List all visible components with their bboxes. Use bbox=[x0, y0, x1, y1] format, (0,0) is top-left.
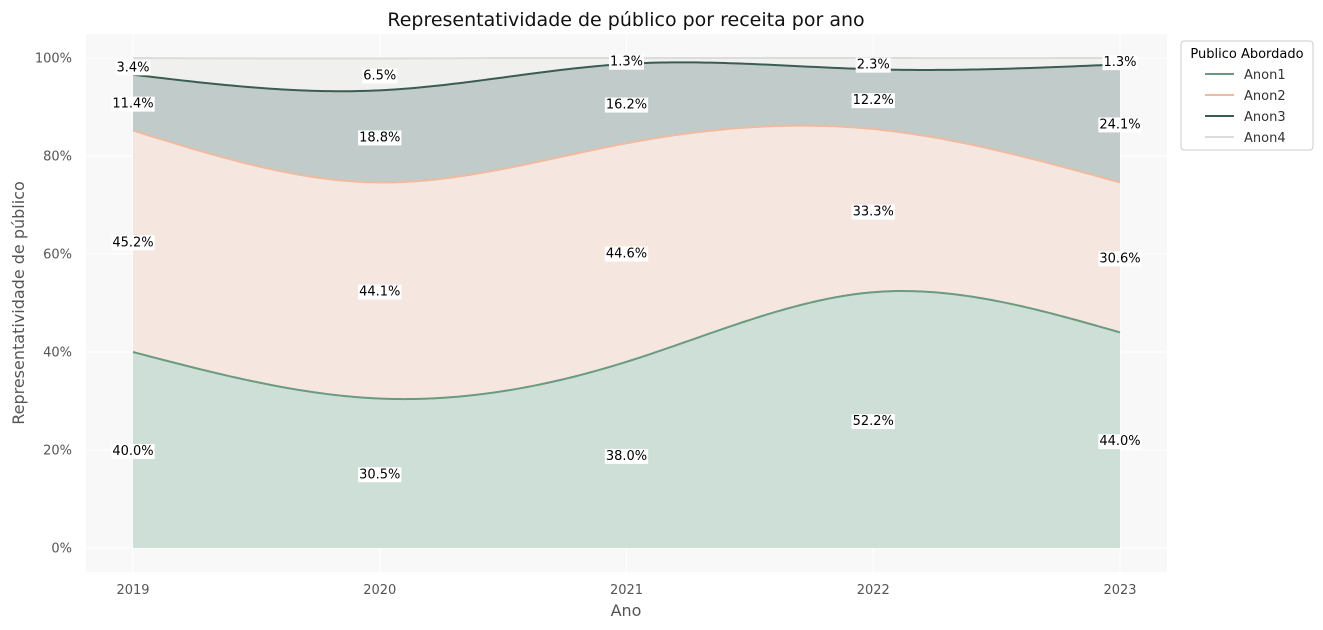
x-tick-label: 2019 bbox=[116, 583, 149, 598]
area-fills bbox=[133, 58, 1120, 548]
y-axis-ticks: 0% 20% 40% 60% 80% 100% bbox=[35, 52, 72, 557]
data-label-anon4: 6.5% bbox=[362, 68, 398, 84]
data-label-text: 30.5% bbox=[359, 467, 400, 482]
y-tick-label: 0% bbox=[51, 542, 72, 557]
data-label-anon4: 2.3% bbox=[855, 57, 891, 73]
data-label-text: 18.8% bbox=[359, 130, 400, 145]
data-label-bg bbox=[111, 96, 155, 112]
data-label-bg bbox=[111, 235, 155, 251]
data-label-anon2: 44.1% bbox=[358, 284, 402, 300]
legend-item-anon3: Anon3 bbox=[1205, 110, 1286, 125]
area-anon3 bbox=[133, 62, 1120, 183]
data-label-bg bbox=[1098, 251, 1142, 267]
y-axis-label: Representatividade de público bbox=[9, 181, 28, 425]
data-label-anon3: 24.1% bbox=[1098, 117, 1142, 133]
data-label-anon2: 45.2% bbox=[111, 235, 155, 251]
data-label-anon3: 16.2% bbox=[604, 97, 649, 113]
data-label-bg bbox=[111, 444, 155, 459]
data-label-anon3: 18.8% bbox=[358, 130, 402, 146]
data-label-bg bbox=[1098, 434, 1142, 450]
line-anon1 bbox=[132, 290, 1121, 401]
x-tick-label: 2022 bbox=[857, 583, 890, 598]
legend-item-anon1: Anon1 bbox=[1205, 68, 1286, 83]
data-label-bg bbox=[851, 204, 895, 220]
data-label-anon2: 30.6% bbox=[1098, 251, 1142, 267]
y-tick-label: 40% bbox=[43, 346, 72, 361]
area-anon2 bbox=[133, 125, 1120, 400]
line-anon2 bbox=[132, 124, 1121, 184]
data-label-bg bbox=[851, 93, 895, 109]
data-label-text: 11.4% bbox=[112, 97, 153, 112]
data-label-bg bbox=[358, 130, 402, 146]
data-label-text: 1.3% bbox=[1103, 55, 1136, 70]
chart-title: Representatividade de público por receit… bbox=[387, 9, 864, 31]
data-label-text: 45.2% bbox=[112, 235, 153, 250]
data-label-anon2: 33.3% bbox=[851, 204, 895, 220]
data-label-bg bbox=[1102, 55, 1138, 71]
data-label-anon2: 44.6% bbox=[604, 246, 649, 262]
data-label-text: 38.0% bbox=[606, 449, 647, 464]
legend-item-anon2: Anon2 bbox=[1205, 89, 1286, 104]
data-label-text: 6.5% bbox=[363, 68, 396, 83]
data-labels: 40.0% 30.5% 38.0% 52.2% 44.0% 45.2% 44.1% 44.6%… bbox=[111, 54, 1142, 483]
area-anon1 bbox=[133, 291, 1120, 548]
data-label-anon4: 1.3% bbox=[608, 54, 645, 70]
x-axis-label: Ano bbox=[611, 601, 642, 620]
data-label-anon1: 40.0% bbox=[111, 444, 155, 459]
data-label-bg bbox=[608, 54, 645, 70]
data-label-text: 2.3% bbox=[857, 58, 890, 73]
x-tick-label: 2023 bbox=[1103, 583, 1136, 598]
data-label-text: 3.4% bbox=[116, 60, 149, 75]
legend-item-anon4: Anon4 bbox=[1205, 131, 1286, 146]
data-label-bg bbox=[115, 60, 151, 76]
data-label-anon3: 12.2% bbox=[851, 93, 895, 109]
legend-label: Anon2 bbox=[1244, 89, 1286, 104]
legend-box bbox=[1180, 40, 1314, 151]
data-label-bg bbox=[851, 414, 895, 430]
data-label-anon4: 1.3% bbox=[1102, 55, 1138, 71]
data-label-text: 44.0% bbox=[1099, 434, 1140, 449]
data-label-text: 12.2% bbox=[853, 93, 894, 108]
data-label-anon1: 44.0% bbox=[1098, 434, 1142, 450]
data-label-text: 52.2% bbox=[853, 414, 894, 429]
data-label-text: 33.3% bbox=[853, 205, 894, 220]
y-tick-label: 80% bbox=[43, 150, 72, 165]
x-tick-label: 2021 bbox=[610, 583, 643, 598]
data-label-anon3: 11.4% bbox=[111, 96, 155, 112]
data-label-anon1: 38.0% bbox=[604, 448, 649, 464]
data-label-text: 1.3% bbox=[610, 55, 643, 70]
data-label-text: 24.1% bbox=[1099, 117, 1140, 132]
y-tick-label: 60% bbox=[43, 248, 72, 263]
x-axis-ticks: 2019 2020 2021 2022 2023 bbox=[116, 583, 1136, 598]
legend-label: Anon4 bbox=[1244, 131, 1286, 146]
data-label-anon1: 30.5% bbox=[358, 467, 402, 483]
data-label-bg bbox=[604, 246, 649, 262]
data-label-bg bbox=[604, 448, 649, 464]
data-label-text: 16.2% bbox=[606, 98, 647, 113]
data-label-text: 44.1% bbox=[359, 285, 400, 300]
data-label-bg bbox=[358, 284, 402, 300]
legend-items: Anon1 Anon2 Anon3 Anon4 bbox=[1205, 68, 1286, 146]
data-label-anon1: 52.2% bbox=[851, 414, 895, 430]
y-tick-label: 20% bbox=[43, 444, 72, 459]
legend-label: Anon3 bbox=[1244, 110, 1286, 125]
data-label-bg bbox=[855, 57, 891, 73]
data-label-bg bbox=[358, 467, 402, 483]
data-label-bg bbox=[362, 68, 398, 84]
x-tick-label: 2020 bbox=[363, 583, 396, 598]
data-label-text: 40.0% bbox=[112, 444, 153, 459]
data-label-text: 30.6% bbox=[1099, 251, 1140, 266]
legend-label: Anon1 bbox=[1244, 68, 1286, 83]
data-label-bg bbox=[1098, 117, 1142, 133]
data-label-text: 44.6% bbox=[606, 247, 647, 262]
data-label-anon4: 3.4% bbox=[115, 60, 151, 76]
legend: Publico Abordado Anon1 Anon2 Anon3 Anon4 bbox=[1180, 40, 1314, 151]
y-tick-label: 100% bbox=[35, 52, 72, 67]
data-label-bg bbox=[604, 97, 649, 113]
legend-title: Publico Abordado bbox=[1190, 47, 1303, 62]
